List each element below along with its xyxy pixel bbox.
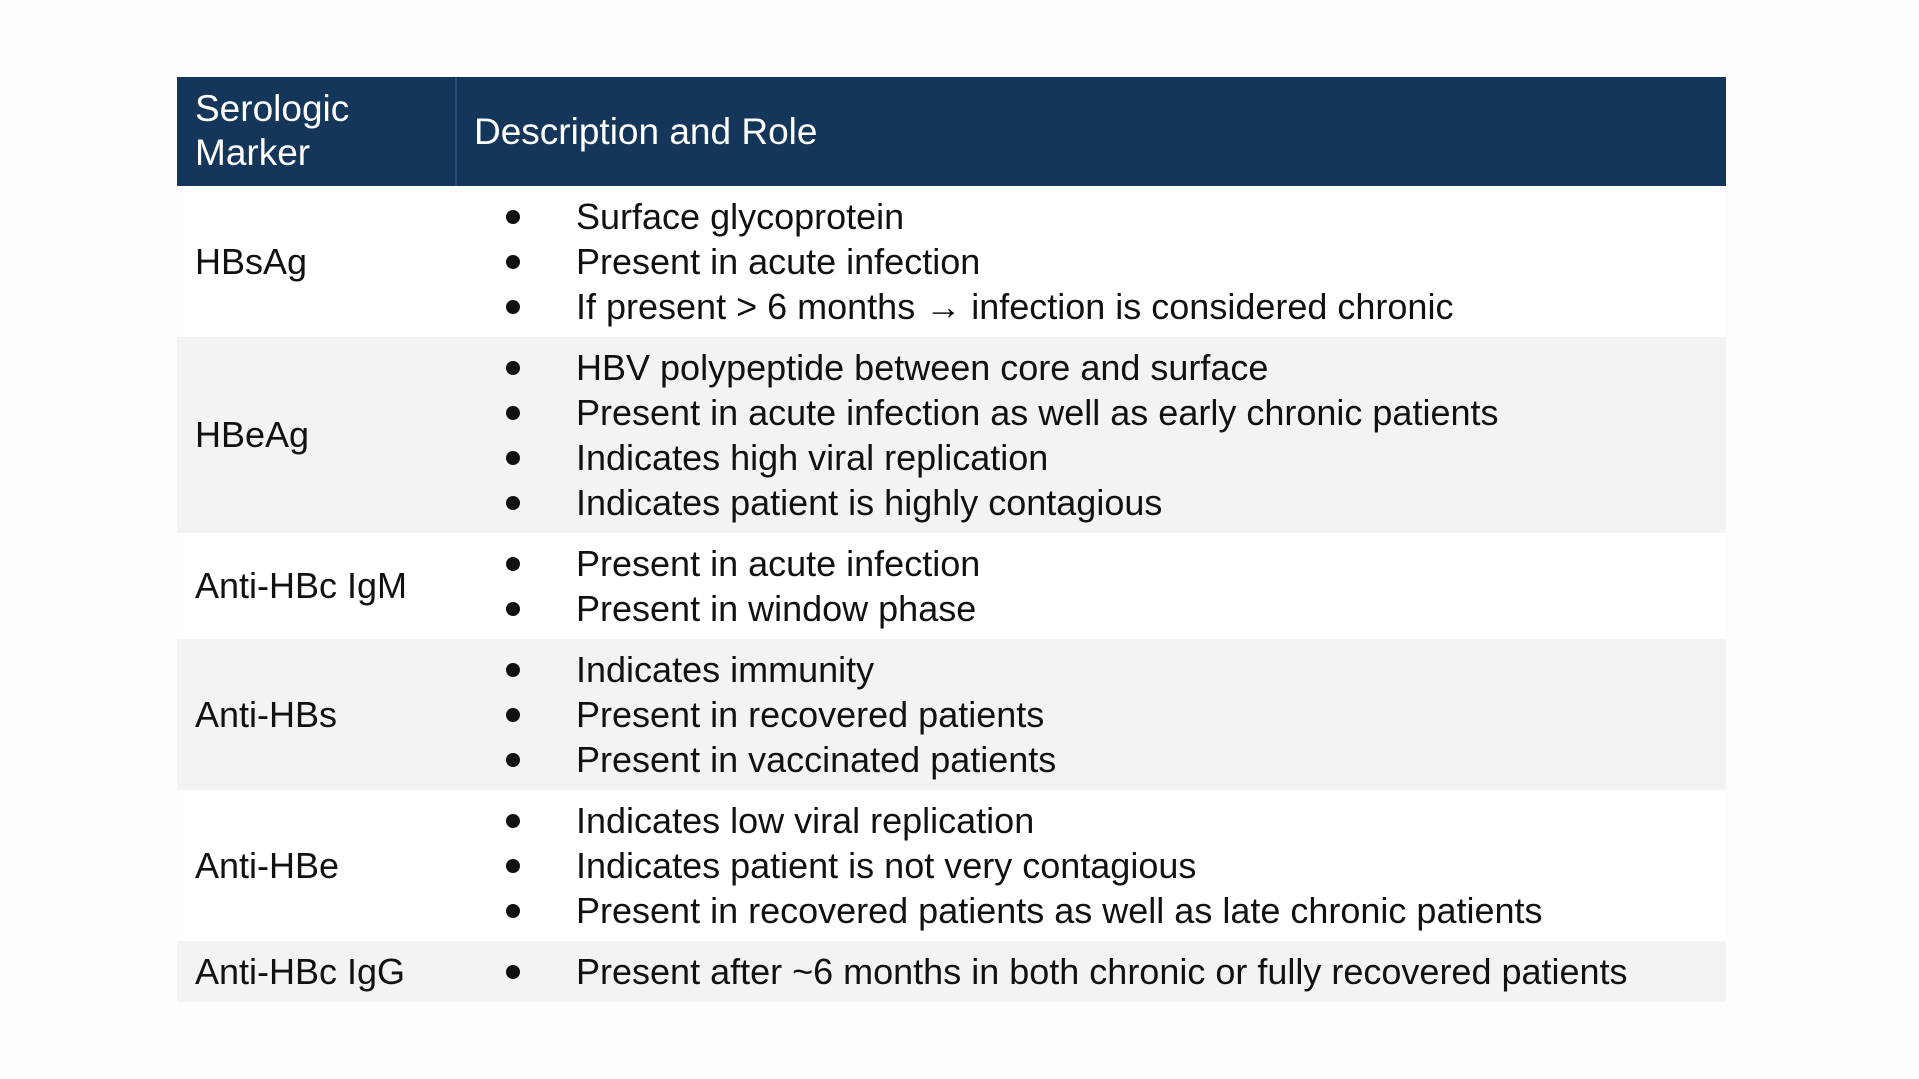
table-row: HBsAg Surface glycoprotein Present in acut… (177, 186, 1726, 337)
list-item-text: Present in acute infection (576, 240, 981, 282)
bullet-icon (506, 903, 520, 918)
table-row: Anti-HBs Indicates immunity Present in rec… (177, 639, 1726, 790)
header-description-column: Description and Role (474, 110, 818, 152)
list-item: Present in acute infection as well as ea… (457, 390, 1726, 435)
list-item-text: HBV polypeptide between core and surface (576, 346, 1269, 388)
marker-cell: Anti-HBc IgM (195, 565, 408, 606)
list-item-text: Indicates patient is not very contagious (576, 844, 1197, 886)
list-item-text: Indicates high viral replication (576, 436, 1049, 478)
bullet-icon (506, 813, 520, 828)
marker-cell: HBeAg (195, 414, 310, 455)
description-list: Indicates low viral replication Indicates… (457, 798, 1726, 933)
bullet-icon (506, 299, 520, 314)
list-item-text: Present after ~6 months in both chronic … (576, 950, 1628, 992)
list-item-text: Present in recovered patients (576, 693, 1045, 735)
bullet-icon (506, 964, 520, 979)
bullet-icon (506, 360, 520, 375)
list-item-text: Present in vaccinated patients (576, 738, 1057, 780)
list-item-text: Surface glycoprotein (576, 195, 905, 237)
list-item: HBV polypeptide between core and surface (457, 345, 1726, 390)
list-item-text: Present in acute infection (576, 542, 981, 584)
bullet-icon (506, 254, 520, 269)
description-list: Present after ~6 months in both chronic … (457, 949, 1726, 994)
bullet-icon (506, 450, 520, 465)
bullet-icon (506, 556, 520, 571)
table-body: HBsAg Surface glycoprotein Present in acut… (177, 186, 1726, 1002)
list-item: Present in acute infection (457, 239, 1726, 284)
list-item: If present > 6 months → infection is con… (457, 284, 1726, 329)
description-list: HBV polypeptide between core and surface… (457, 345, 1726, 525)
bullet-icon (506, 495, 520, 510)
list-item: Present in recovered patients (457, 692, 1726, 737)
description-list: Indicates immunity Present in recovered p… (457, 647, 1726, 782)
bullet-icon (506, 752, 520, 767)
list-item: Indicates patient is highly contagious (457, 480, 1726, 525)
bullet-icon (506, 601, 520, 616)
bullet-icon (506, 405, 520, 420)
list-item-text: Present in acute infection as well as ea… (576, 391, 1499, 433)
bullet-icon (506, 209, 520, 224)
table-header: Serologic Marker Description and Role (177, 77, 1726, 186)
list-item: Indicates high viral replication (457, 435, 1726, 480)
marker-cell: Anti-HBc IgG (195, 950, 406, 992)
table-row: HBeAg HBV polypeptide between core and su… (177, 337, 1726, 533)
marker-cell: Anti-HBs (195, 693, 338, 735)
marker-cell: HBsAg (195, 240, 308, 282)
description-list: Present in acute infection Present in win… (457, 541, 1726, 631)
list-item: Surface glycoprotein (457, 194, 1726, 239)
list-item-text: Indicates patient is highly contagious (576, 481, 1163, 523)
bullet-icon (506, 858, 520, 873)
list-item-text: If present > 6 months → infection is con… (576, 285, 1454, 327)
list-item: Indicates low viral replication (457, 798, 1726, 843)
bullet-icon (506, 662, 520, 677)
list-item: Present in recovered patients as well as… (457, 888, 1726, 933)
serologic-marker-table: Serologic Marker Description and Role HB… (177, 77, 1726, 1002)
list-item: Present after ~6 months in both chronic … (457, 949, 1726, 994)
list-item-text: Present in recovered patients as well as… (576, 889, 1543, 931)
header-marker-column: Serologic Marker (177, 77, 457, 186)
list-item: Indicates patient is not very contagious (457, 843, 1726, 888)
table-row: Anti-HBe Indicates low viral replication I… (177, 790, 1726, 941)
description-list: Surface glycoprotein Present in acute inf… (457, 194, 1726, 329)
list-item: Present in acute infection (457, 541, 1726, 586)
bullet-icon (506, 707, 520, 722)
list-item-text: Indicates low viral replication (576, 799, 1035, 841)
list-item: Present in window phase (457, 586, 1726, 631)
list-item: Present in vaccinated patients (457, 737, 1726, 782)
list-item: Indicates immunity (457, 647, 1726, 692)
table-row: Anti-HBc IgG Present after ~6 months in b… (177, 941, 1726, 1002)
list-item-text: Indicates immunity (576, 648, 875, 690)
list-item-text: Present in window phase (576, 587, 977, 629)
table-row: Anti-HBc IgM Present in acute infection Pr… (177, 533, 1726, 639)
marker-cell: Anti-HBe (195, 844, 340, 886)
